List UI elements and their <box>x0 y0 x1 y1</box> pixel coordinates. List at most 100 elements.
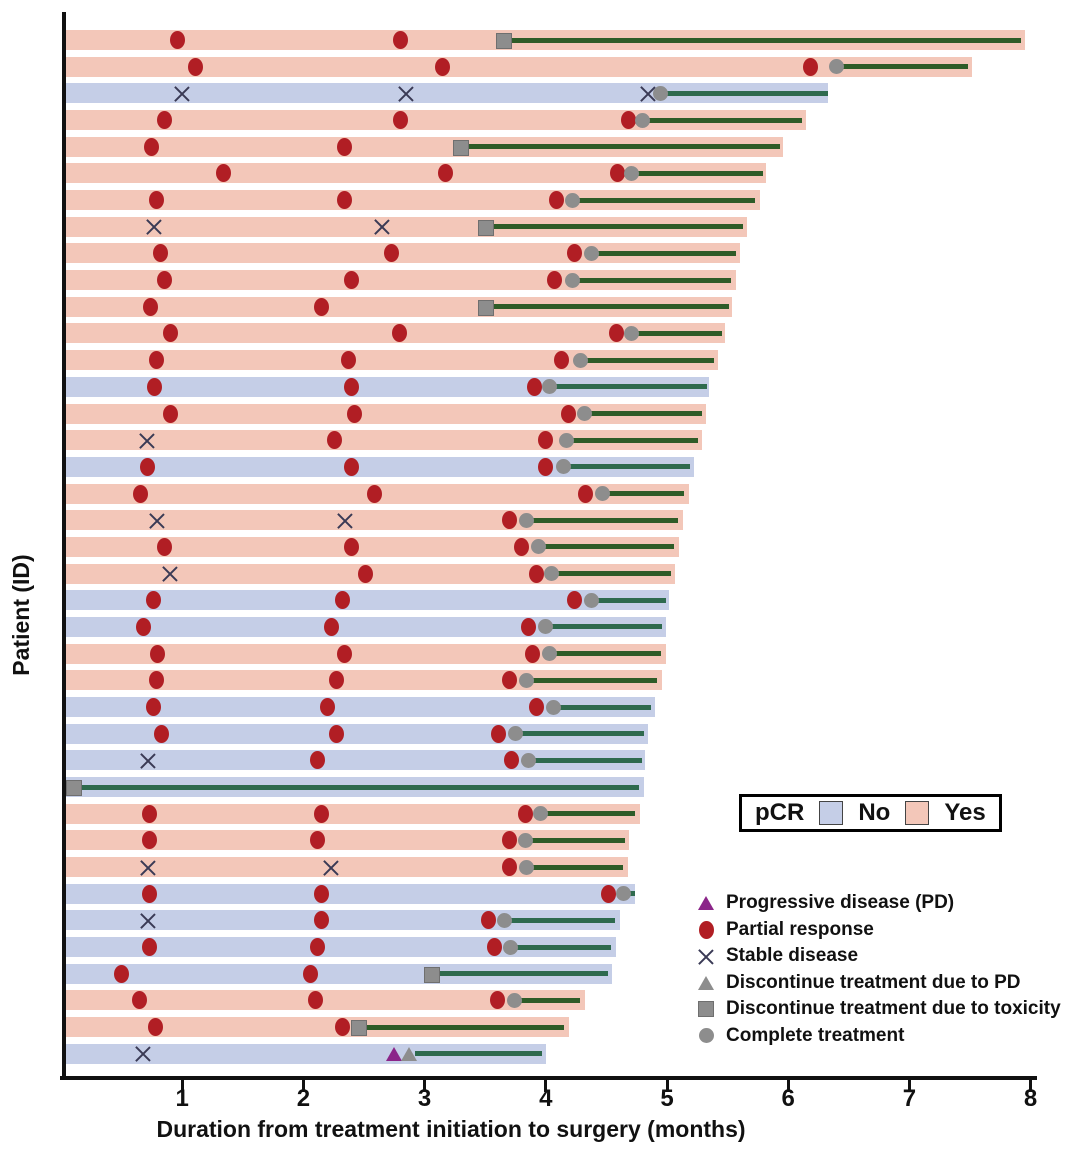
post-treatment-line <box>574 197 756 203</box>
post-treatment-line <box>587 411 703 417</box>
marker-complete-treatment-icon <box>538 619 554 635</box>
post-treatment-line <box>568 437 699 443</box>
marker-partial-response-icon <box>156 111 172 130</box>
x-axis-title: Duration from treatment initiation to su… <box>156 1116 746 1142</box>
marker-partial-response-icon <box>141 938 157 957</box>
legend-marker-cell <box>691 892 721 914</box>
marker-partial-response-icon <box>337 644 353 663</box>
marker-stable-disease-icon <box>398 85 415 102</box>
patient-bar <box>66 296 733 317</box>
marker-partial-response-icon <box>314 884 330 903</box>
x-tick <box>786 1080 790 1092</box>
x-tick-label: 1 <box>175 1085 189 1112</box>
pcr-yes-label: Yes <box>944 799 986 826</box>
marker-partial-response-icon <box>546 271 562 290</box>
marker-partial-response-icon <box>310 831 326 850</box>
post-treatment-line <box>434 971 608 977</box>
marker-complete-treatment-icon <box>653 85 669 101</box>
post-treatment-line <box>516 997 580 1003</box>
post-treatment-line <box>360 1024 564 1030</box>
x-tick <box>301 1080 305 1092</box>
marker-stable-disease-icon <box>162 565 179 582</box>
marker-complete-treatment-icon <box>531 539 547 555</box>
post-treatment-line <box>663 90 829 96</box>
post-treatment-line <box>540 544 675 550</box>
marker-partial-response-icon <box>367 484 383 503</box>
y-axis-line <box>62 12 66 1078</box>
marker-partial-response-icon <box>303 964 319 983</box>
post-treatment-line <box>528 517 678 523</box>
post-treatment-line <box>574 277 732 283</box>
marker-partial-response-icon <box>334 591 350 610</box>
legend-item-label: Stable disease <box>726 945 859 967</box>
marker-partial-response-icon <box>149 351 165 370</box>
marker-partial-response-icon <box>188 57 204 76</box>
post-treatment-line <box>488 224 744 230</box>
post-treatment-line <box>634 330 722 336</box>
marker-partial-response-icon <box>501 671 517 690</box>
marker-discontinue-toxicity-icon <box>423 966 440 983</box>
marker-complete-treatment-icon <box>541 646 557 662</box>
legend-item-pr: Partial response <box>691 917 1061 944</box>
x-tick-label: 8 <box>1023 1085 1038 1112</box>
marker-stable-disease-icon <box>139 432 156 449</box>
marker-partial-response-icon <box>698 920 714 939</box>
x-tick-label: 4 <box>539 1085 553 1112</box>
patient-bar <box>66 190 761 211</box>
marker-partial-response-icon <box>146 377 162 396</box>
marker-partial-response-icon <box>514 537 530 556</box>
marker-partial-response-icon <box>334 1018 350 1037</box>
legend-marker-cell <box>691 998 721 1020</box>
marker-complete-treatment-icon <box>577 406 593 422</box>
legend-item-label: Discontinue treatment due to PD <box>726 971 1021 993</box>
marker-stable-disease-icon <box>698 948 715 965</box>
marker-partial-response-icon <box>567 591 583 610</box>
x-axis-line <box>60 1076 1037 1080</box>
marker-partial-response-icon <box>144 137 160 156</box>
post-treatment-line <box>488 304 729 310</box>
marker-complete-treatment-icon <box>584 245 600 261</box>
marker-partial-response-icon <box>314 297 330 316</box>
marker-partial-response-icon <box>148 1018 164 1037</box>
patient-bar <box>66 963 613 984</box>
marker-partial-response-icon <box>608 324 624 343</box>
marker-discontinue-toxicity-icon <box>496 33 513 49</box>
marker-stable-disease-icon <box>140 859 157 876</box>
patient-bar <box>66 937 617 958</box>
marker-partial-response-icon <box>328 671 344 690</box>
legend-item-disc_pd: Discontinue treatment due to PD <box>691 970 1061 997</box>
marker-partial-response-icon <box>437 164 453 183</box>
marker-stable-disease-icon <box>140 752 157 769</box>
marker-complete-treatment-icon <box>506 992 522 1008</box>
marker-partial-response-icon <box>320 698 336 716</box>
patient-bar <box>66 83 829 104</box>
patient-bar <box>66 456 694 477</box>
marker-progressive-disease-icon <box>698 896 714 911</box>
marker-discontinue-toxicity-icon <box>478 219 495 236</box>
marker-partial-response-icon <box>554 351 570 370</box>
legend-marker-cell <box>691 945 721 967</box>
marker-complete-treatment-icon <box>564 192 580 208</box>
legend-item-pd: Progressive disease (PD) <box>691 890 1061 917</box>
legend-item-complete: Complete treatment <box>691 1023 1061 1050</box>
marker-partial-response-icon <box>162 324 178 343</box>
patient-bar <box>66 1043 546 1064</box>
patient-bar <box>66 830 630 851</box>
post-treatment-line <box>528 677 658 683</box>
post-treatment-line <box>839 64 968 70</box>
marker-partial-response-icon <box>538 457 554 476</box>
legend-item-sd: Stable disease <box>691 943 1061 970</box>
marker-partial-response-icon <box>501 831 517 850</box>
x-tick <box>180 1080 184 1092</box>
marker-partial-response-icon <box>327 431 343 450</box>
marker-complete-treatment-icon <box>564 272 580 288</box>
patient-bar <box>66 590 670 611</box>
x-tick-label: 2 <box>296 1085 311 1112</box>
marker-partial-response-icon <box>802 57 818 76</box>
marker-complete-treatment-icon <box>624 325 640 341</box>
post-treatment-line <box>548 624 663 630</box>
marker-legend: Progressive disease (PD) Partial response… <box>691 890 1061 1049</box>
marker-partial-response-icon <box>528 698 544 716</box>
marker-partial-response-icon <box>152 244 168 263</box>
post-treatment-line <box>554 571 671 577</box>
